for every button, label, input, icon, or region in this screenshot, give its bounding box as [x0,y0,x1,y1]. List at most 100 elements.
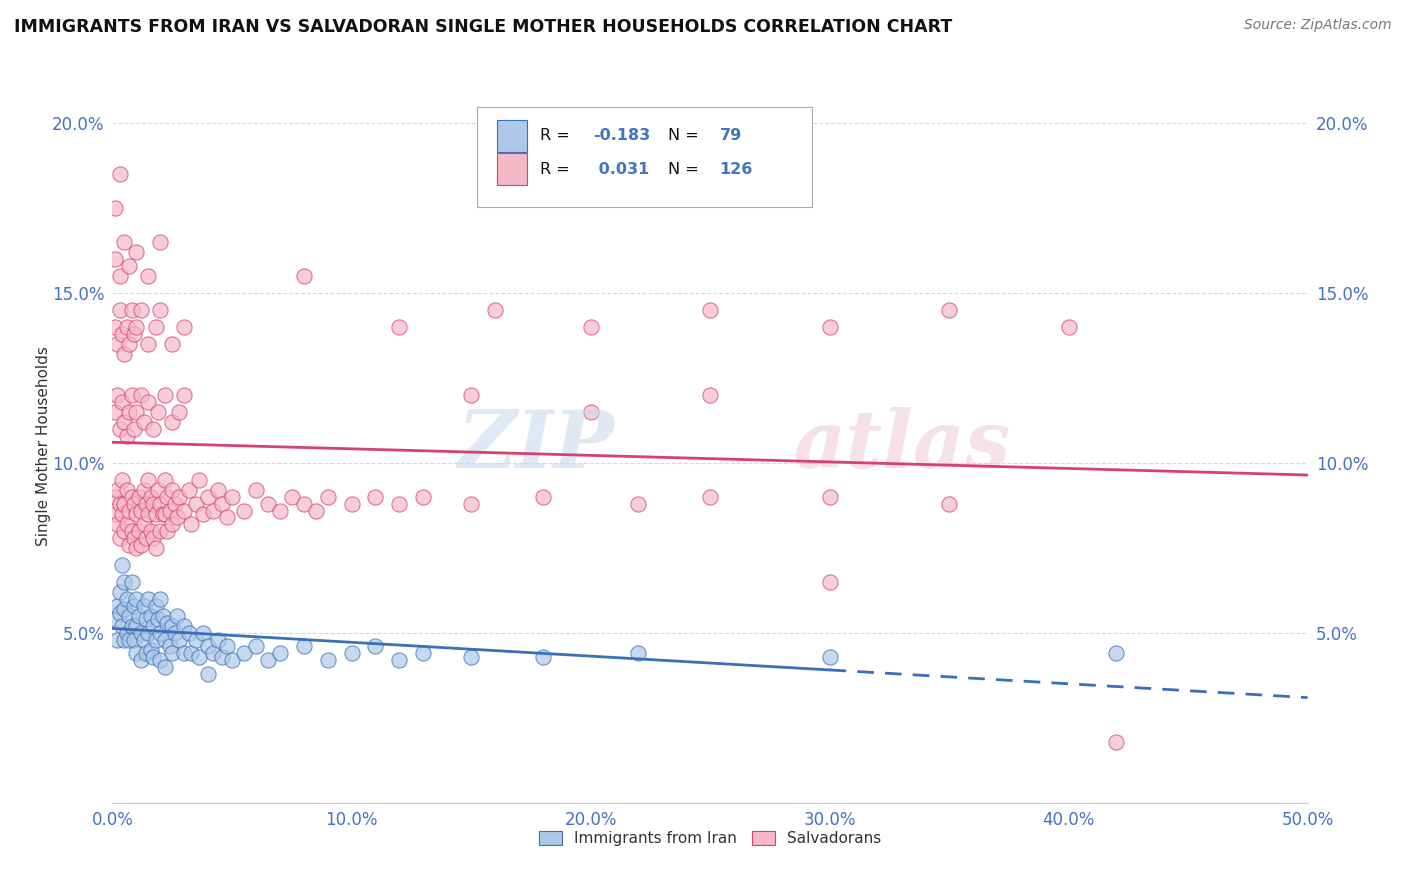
Point [193,626,215,640]
Point [281,490,304,504]
Text: IMMIGRANTS FROM IRAN VS SALVADORAN SINGLE MOTHER HOUSEHOLDS CORRELATION CHART: IMMIGRANTS FROM IRAN VS SALVADORAN SINGL… [14,18,952,36]
Point [108,422,131,436]
Point [132,599,155,613]
Text: R =: R = [540,161,575,177]
Point [125,320,148,334]
Point [111,619,134,633]
Point [627,497,650,511]
Point [627,646,650,660]
Point [114,602,135,616]
Point [128,608,150,623]
Point [257,497,280,511]
Legend: Immigrants from Iran, Salvadorans: Immigrants from Iran, Salvadorans [533,824,887,852]
Point [177,483,200,498]
Point [128,490,150,504]
Point [166,510,188,524]
Point [108,585,131,599]
Point [138,269,160,284]
Point [129,503,152,517]
Point [531,490,554,504]
Point [108,269,131,284]
Point [114,574,135,589]
Point [531,649,554,664]
Point [105,483,128,498]
Point [122,326,145,341]
Point [129,388,152,402]
Point [173,646,195,660]
Point [139,524,162,538]
Point [108,167,131,181]
Point [114,235,135,249]
Point [104,405,127,419]
Point [115,320,138,334]
Point [132,483,155,498]
Point [162,415,183,429]
Point [142,649,165,664]
Point [193,507,215,521]
Point [818,490,841,504]
Point [149,303,172,318]
Point [201,503,224,517]
Point [364,640,387,654]
Point [129,626,152,640]
Point [145,632,167,647]
Point [233,646,256,660]
Point [104,507,127,521]
Point [118,405,141,419]
Point [114,497,135,511]
Point [129,653,152,667]
Point [135,646,157,660]
Text: ZIP: ZIP [457,408,614,484]
Point [938,497,960,511]
Point [118,608,141,623]
Point [114,524,135,538]
Point [460,388,482,402]
Point [104,612,127,626]
Point [292,497,315,511]
Point [142,497,165,511]
Point [149,591,172,606]
Text: Source: ZipAtlas.com: Source: ZipAtlas.com [1244,18,1392,32]
Point [699,303,721,318]
Point [818,574,841,589]
Point [138,473,160,487]
Text: N =: N = [668,161,704,177]
Point [118,259,141,273]
Point [180,646,202,660]
Point [197,640,219,654]
Point [104,201,127,215]
Text: 126: 126 [720,161,754,177]
Point [135,531,157,545]
Point [139,643,162,657]
Point [138,337,160,351]
Point [125,541,148,555]
Point [153,388,176,402]
Point [177,626,200,640]
Point [388,497,411,511]
Point [388,320,411,334]
Point [105,388,128,402]
Point [699,388,721,402]
Point [138,394,160,409]
Point [163,626,186,640]
Point [186,497,208,511]
Point [122,497,145,511]
Point [162,646,183,660]
Point [122,422,145,436]
Point [125,591,148,606]
Point [111,558,134,572]
Point [139,608,162,623]
Point [121,303,143,318]
Point [169,490,191,504]
Point [217,510,239,524]
Point [818,649,841,664]
Point [484,303,506,318]
Point [132,415,155,429]
Point [156,490,179,504]
Point [118,337,141,351]
Point [125,619,148,633]
Point [142,619,165,633]
Point [105,632,128,647]
Point [186,632,208,647]
Point [115,429,138,443]
